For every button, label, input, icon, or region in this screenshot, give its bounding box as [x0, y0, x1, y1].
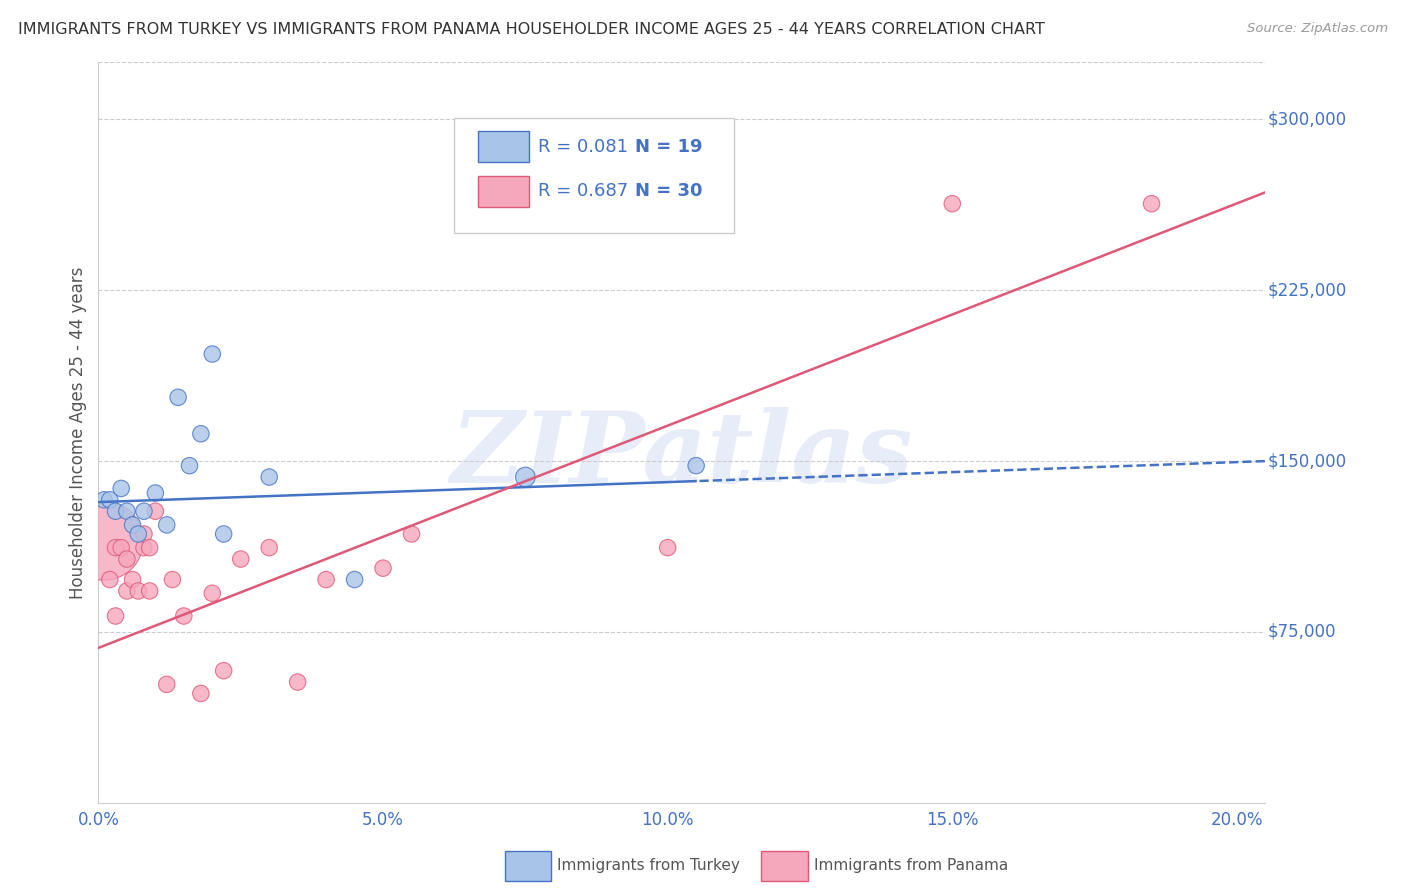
Text: R = 0.687: R = 0.687 — [538, 182, 628, 201]
Point — [115, 552, 138, 566]
Point — [115, 583, 138, 598]
Point — [156, 517, 179, 532]
Point — [229, 552, 252, 566]
Text: $300,000: $300,000 — [1268, 111, 1347, 128]
FancyBboxPatch shape — [478, 131, 529, 162]
Text: N = 19: N = 19 — [636, 138, 703, 156]
FancyBboxPatch shape — [454, 118, 734, 233]
Text: N = 30: N = 30 — [636, 182, 703, 201]
Point — [132, 527, 155, 541]
Point — [1140, 196, 1163, 211]
Point — [110, 482, 132, 496]
Point — [98, 573, 121, 587]
Text: $150,000: $150,000 — [1268, 452, 1347, 470]
Y-axis label: Householder Income Ages 25 - 44 years: Householder Income Ages 25 - 44 years — [69, 267, 87, 599]
Point — [401, 527, 423, 541]
Point — [115, 504, 138, 518]
Point — [121, 573, 143, 587]
Point — [515, 470, 537, 484]
Point — [110, 541, 132, 555]
Point — [132, 541, 155, 555]
Point — [104, 504, 127, 518]
Point — [190, 426, 212, 441]
Point — [190, 686, 212, 700]
FancyBboxPatch shape — [478, 176, 529, 207]
Point — [98, 492, 121, 507]
Point — [93, 492, 115, 507]
Text: ZIPatlas: ZIPatlas — [451, 407, 912, 503]
Text: Immigrants from Panama: Immigrants from Panama — [814, 858, 1008, 873]
Point — [201, 347, 224, 361]
Text: IMMIGRANTS FROM TURKEY VS IMMIGRANTS FROM PANAMA HOUSEHOLDER INCOME AGES 25 - 44: IMMIGRANTS FROM TURKEY VS IMMIGRANTS FRO… — [18, 22, 1045, 37]
FancyBboxPatch shape — [761, 851, 808, 880]
Point — [371, 561, 394, 575]
Text: $225,000: $225,000 — [1268, 281, 1347, 299]
Point — [138, 583, 160, 598]
Point — [104, 541, 127, 555]
Point — [257, 470, 280, 484]
Point — [543, 196, 565, 211]
Point — [132, 504, 155, 518]
FancyBboxPatch shape — [505, 851, 551, 880]
Point — [941, 196, 963, 211]
Point — [121, 517, 143, 532]
Text: Immigrants from Turkey: Immigrants from Turkey — [557, 858, 740, 873]
Point — [287, 675, 309, 690]
Point — [685, 458, 707, 473]
Point — [167, 390, 190, 404]
Point — [104, 609, 127, 624]
Point — [162, 573, 184, 587]
Point — [156, 677, 179, 691]
Point — [93, 533, 115, 548]
Point — [179, 458, 201, 473]
Point — [127, 527, 149, 541]
Text: R = 0.081: R = 0.081 — [538, 138, 628, 156]
Point — [257, 541, 280, 555]
Point — [127, 583, 149, 598]
Point — [201, 586, 224, 600]
Point — [138, 541, 160, 555]
Point — [343, 573, 366, 587]
Point — [143, 504, 166, 518]
Text: Source: ZipAtlas.com: Source: ZipAtlas.com — [1247, 22, 1388, 36]
Point — [315, 573, 337, 587]
Point — [173, 609, 195, 624]
Point — [657, 541, 679, 555]
Point — [212, 527, 235, 541]
Point — [143, 486, 166, 500]
Text: $75,000: $75,000 — [1268, 623, 1336, 641]
Point — [212, 664, 235, 678]
